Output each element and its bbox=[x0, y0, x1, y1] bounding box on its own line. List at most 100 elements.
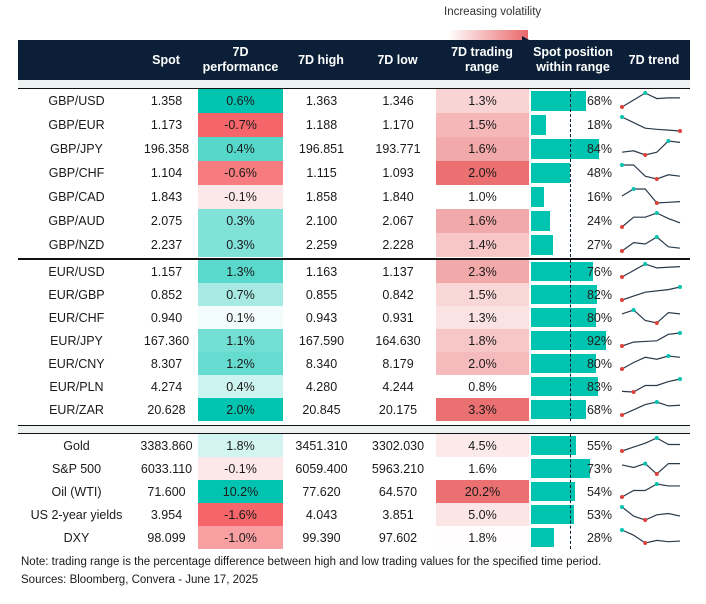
low-value: 5963.210 bbox=[371, 461, 425, 476]
trend-max-point bbox=[620, 115, 624, 119]
trend-max-point bbox=[643, 461, 648, 466]
high-value: 167.590 bbox=[298, 333, 345, 348]
low-value: 1.137 bbox=[382, 264, 414, 279]
high-value: 2.259 bbox=[305, 238, 338, 252]
position-bar bbox=[531, 459, 591, 478]
high-value: 8.340 bbox=[305, 356, 338, 371]
table-row: GBP/EUR 1.173 -0.7% 1.188 1.170 1.5% 18% bbox=[18, 113, 690, 137]
trend-max-point bbox=[654, 482, 659, 486]
perf-cell: 1.8% bbox=[198, 434, 283, 457]
trend-max-point bbox=[654, 211, 659, 215]
perf-cell: 0.4% bbox=[198, 375, 283, 398]
trend-max-point bbox=[678, 331, 682, 335]
row-label: EUR/CNY bbox=[48, 356, 105, 371]
table-row: Oil (WTI) 71.600 10.2% 77.620 64.570 20.… bbox=[18, 480, 690, 503]
volatility-legend: Increasing volatility bbox=[436, 4, 541, 46]
row-label: GBP/CHF bbox=[48, 166, 105, 180]
position-bar bbox=[531, 115, 546, 135]
trend-line bbox=[621, 437, 680, 452]
position-label: 53% bbox=[586, 507, 612, 522]
trend-max-point bbox=[620, 528, 624, 532]
trend-line bbox=[621, 483, 680, 498]
table-row: EUR/CNY 8.307 1.2% 8.340 8.179 2.0% 80% bbox=[18, 352, 690, 375]
trend-max-point bbox=[631, 187, 636, 191]
range-cell: 1.5% bbox=[436, 113, 529, 137]
trend-max-point bbox=[654, 400, 659, 404]
spot-value: 20.628 bbox=[147, 402, 186, 417]
perf-cell: 10.2% bbox=[198, 480, 283, 503]
trend-sparkline bbox=[620, 285, 682, 302]
spot-value: 6033.110 bbox=[140, 461, 193, 476]
row-label: GBP/CAD bbox=[48, 190, 105, 204]
perf-cell: -0.6% bbox=[198, 161, 283, 185]
range-cell: 1.4% bbox=[436, 233, 529, 257]
position-label: 80% bbox=[586, 356, 612, 371]
header-trend: 7D trend bbox=[628, 52, 680, 67]
low-value: 97.602 bbox=[378, 530, 418, 545]
low-value: 2.067 bbox=[382, 214, 414, 228]
high-value: 4.043 bbox=[305, 507, 338, 522]
trend-sparkline bbox=[620, 505, 681, 522]
position-bar bbox=[531, 163, 570, 183]
position-label: 48% bbox=[586, 166, 612, 180]
midpoint-line bbox=[570, 260, 571, 421]
position-label: 82% bbox=[586, 287, 612, 302]
trend-sparkline bbox=[621, 377, 682, 394]
trend-max-point bbox=[666, 139, 671, 143]
high-value: 1.163 bbox=[305, 264, 338, 279]
midpoint-line bbox=[570, 89, 571, 257]
range-cell: 20.2% bbox=[436, 480, 529, 503]
position-label: 73% bbox=[586, 461, 612, 476]
spot-value: 2.237 bbox=[150, 238, 183, 252]
trend-min-point bbox=[643, 541, 648, 545]
position-label: 28% bbox=[586, 530, 612, 545]
trend-sparkline bbox=[620, 528, 681, 545]
trend-line bbox=[621, 529, 681, 544]
row-label: Oil (WTI) bbox=[51, 484, 102, 499]
position-bar bbox=[531, 505, 574, 524]
trend-min-point bbox=[620, 413, 624, 417]
row-label: EUR/CHF bbox=[48, 310, 105, 325]
trend-max-point bbox=[643, 262, 648, 266]
spot-value: 4.274 bbox=[150, 379, 183, 394]
trend-max-point bbox=[666, 354, 671, 358]
position-label: 68% bbox=[586, 402, 612, 417]
header-low: 7D low bbox=[377, 52, 418, 67]
trend-sparkline bbox=[620, 211, 681, 229]
perf-cell: 1.3% bbox=[198, 260, 283, 283]
position-bar bbox=[531, 187, 544, 207]
position-bar bbox=[531, 139, 600, 159]
position-label: 27% bbox=[586, 238, 612, 252]
low-value: 4.244 bbox=[382, 379, 414, 394]
perf-cell: 0.1% bbox=[198, 306, 283, 329]
trend-min-point bbox=[620, 495, 624, 499]
low-value: 8.179 bbox=[382, 356, 414, 371]
divider bbox=[18, 258, 690, 260]
row-label: EUR/JPY bbox=[50, 333, 103, 348]
trend-line bbox=[621, 92, 680, 108]
spot-value: 3.954 bbox=[150, 507, 183, 522]
spot-value: 2.075 bbox=[150, 214, 183, 228]
header-position: Spot position within range bbox=[533, 45, 613, 74]
trend-sparkline bbox=[621, 187, 681, 205]
trend-line bbox=[621, 462, 680, 475]
trend-max-point bbox=[654, 235, 659, 239]
perf-cell: 0.3% bbox=[198, 209, 283, 233]
table-row: EUR/USD 1.157 1.3% 1.163 1.137 2.3% 76% bbox=[18, 260, 690, 283]
spot-value: 0.940 bbox=[150, 310, 183, 325]
spot-value: 71.600 bbox=[147, 484, 186, 499]
row-label: GBP/AUD bbox=[48, 214, 105, 228]
position-bar bbox=[531, 528, 554, 547]
spot-value: 1.173 bbox=[150, 118, 183, 132]
range-cell: 1.6% bbox=[436, 137, 529, 161]
high-value: 77.620 bbox=[302, 484, 341, 499]
position-bar bbox=[531, 235, 553, 255]
low-value: 3.851 bbox=[382, 507, 414, 522]
trend-min-point bbox=[643, 153, 648, 157]
range-cell: 1.0% bbox=[436, 185, 529, 209]
position-bar bbox=[531, 262, 593, 281]
trend-sparkline bbox=[621, 308, 681, 325]
position-bar bbox=[531, 285, 598, 304]
table-row: GBP/JPY 196.358 0.4% 196.851 193.771 1.6… bbox=[18, 137, 690, 161]
row-label: DXY bbox=[63, 530, 90, 545]
